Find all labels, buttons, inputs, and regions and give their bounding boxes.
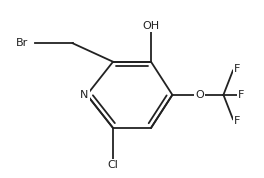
Text: Cl: Cl — [107, 160, 119, 170]
Text: Br: Br — [16, 38, 28, 48]
Text: F: F — [238, 90, 244, 100]
Text: F: F — [234, 64, 240, 74]
Text: OH: OH — [143, 21, 159, 31]
Text: N: N — [80, 90, 89, 100]
Text: F: F — [234, 116, 240, 126]
Text: O: O — [195, 90, 204, 100]
